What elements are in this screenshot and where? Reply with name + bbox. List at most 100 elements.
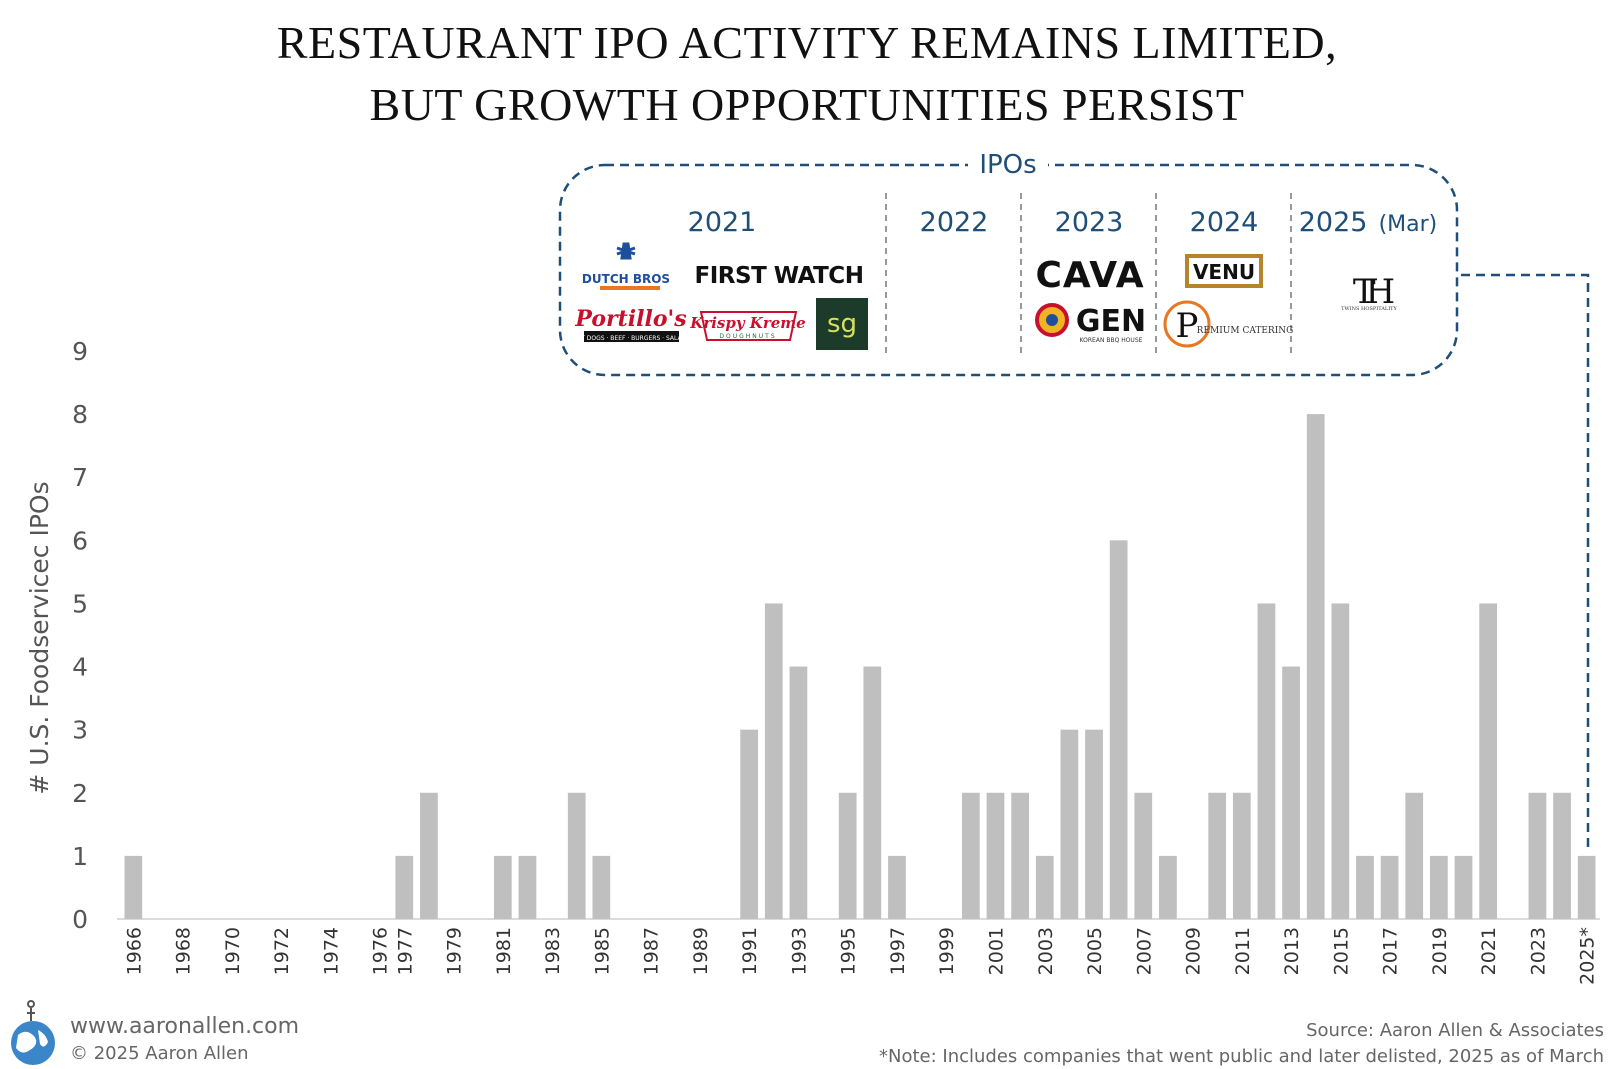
x-tick-label: 2005: [1084, 927, 1106, 975]
x-tick-label: 1979: [444, 927, 466, 975]
sweetgreen-badge: [816, 298, 868, 350]
y-tick-label: 7: [72, 463, 88, 492]
x-tick-label: 1976: [370, 927, 392, 975]
y-tick-label: 4: [72, 653, 88, 682]
x-tick-label: 1981: [493, 927, 515, 975]
bar-1982: [518, 855, 537, 919]
x-tick-label: 1995: [838, 927, 860, 975]
footer-note: *Note: Includes companies that went publ…: [879, 1046, 1604, 1067]
bar-2019: [1430, 855, 1448, 919]
y-tick-label: 9: [72, 337, 88, 366]
bar-1981: [493, 855, 512, 919]
y-axis-ticks: 0 1 2 3 4 5 6 7 8 9: [72, 337, 88, 934]
x-tick-label: 2007: [1133, 927, 1155, 975]
x-tick-label: 1972: [271, 927, 293, 975]
ipo-year-2024: 2024: [1190, 207, 1259, 238]
twins-hospitality-text: TWINS HOSPITALITY: [1341, 306, 1397, 312]
premium-catering-p: P: [1176, 306, 1199, 346]
krispy-kreme-logo-text: Krispy Kreme: [689, 314, 805, 332]
globe-land: [16, 1030, 48, 1053]
x-tick-label: 2009: [1183, 927, 1205, 975]
bar-2006: [1109, 540, 1128, 919]
bar-1993: [789, 666, 808, 919]
venu-logo: VENU: [1185, 254, 1263, 288]
x-tick-label: 2011: [1232, 927, 1254, 975]
sweetgreen-logo: sg: [816, 298, 868, 350]
portillos-banner-text: HOT DOGS · BEEF · BURGERS · SALADS: [572, 335, 690, 342]
portillos-logo: Portillo's HOT DOGS · BEEF · BURGERS · S…: [572, 306, 690, 342]
bar-2001: [986, 792, 1005, 919]
bar-1996: [863, 666, 882, 919]
ipo-year-2023: 2023: [1055, 207, 1124, 238]
premium-catering-text: REMIUM CATERING: [1197, 326, 1294, 336]
venu-logo-text: VENU: [1193, 260, 1255, 284]
bar-2013: [1282, 666, 1300, 919]
dutch-bros-underline: [600, 286, 660, 290]
ipo-year-2022: 2022: [920, 207, 989, 238]
x-tick-label: 2013: [1281, 927, 1303, 975]
bar-2008: [1159, 855, 1177, 919]
x-tick-label: 2001: [985, 927, 1007, 975]
x-tick-label: 1987: [641, 927, 663, 975]
bar-1977: [395, 855, 414, 919]
krispy-kreme-sub-text: DOUGHNUTS: [719, 333, 776, 340]
x-tick-label: 2025*: [1577, 927, 1599, 985]
x-tick-label: 2019: [1429, 927, 1451, 975]
bar-1984: [567, 792, 586, 919]
bar-2003: [1035, 855, 1054, 919]
portillos-banner: [584, 331, 679, 342]
y-tick-label: 8: [72, 400, 88, 429]
bar-2010: [1208, 792, 1227, 919]
first-watch-logo: FIRST WATCH: [695, 263, 864, 289]
x-tick-label: 1966: [123, 927, 145, 975]
x-tick-label: 2003: [1035, 927, 1057, 975]
ipo-year-2025-label: 2025: [1299, 207, 1368, 238]
portillos-logo-text: Portillo's: [574, 306, 686, 332]
y-tick-label: 2: [72, 779, 88, 808]
y-axis-label: # U.S. Foodservicec IPOs: [25, 481, 54, 794]
gen-logo-text: GEN: [1076, 304, 1146, 339]
gen-sub-text: KOREAN BBQ HOUSE: [1080, 337, 1143, 344]
venu-badge: [1185, 254, 1263, 288]
footer-source: Source: Aaron Allen & Associates: [1306, 1020, 1604, 1041]
x-tick-label: 1997: [887, 927, 909, 975]
y-tick-label: 6: [72, 526, 88, 555]
bar-2021: [1479, 603, 1498, 919]
bar-2011: [1232, 792, 1251, 919]
bar-2024: [1553, 792, 1571, 919]
y-tick-label: 3: [72, 716, 88, 745]
dutch-bros-logo-text: DUTCH BROS: [582, 272, 670, 286]
ipo-year-2025: 2025 (Mar): [1299, 207, 1438, 238]
bar-2005: [1085, 729, 1103, 919]
bar-2014: [1306, 414, 1325, 919]
chart-title-line-1: RESTAURANT IPO ACTIVITY REMAINS LIMITED,: [277, 17, 1337, 68]
y-tick-label: 1: [72, 842, 88, 871]
globe-figure: [27, 1000, 36, 1021]
premium-catering-logo: P REMIUM CATERING: [1163, 300, 1294, 348]
sweetgreen-logo-text: sg: [827, 309, 857, 339]
bar-1997: [888, 855, 906, 919]
krispy-kreme-logo: Krispy Kreme DOUGHNUTS: [689, 311, 806, 341]
x-tick-label: 1993: [788, 927, 810, 975]
bar-2012: [1257, 603, 1276, 919]
ipo-box-border: [558, 163, 1459, 377]
x-tick-label: 2023: [1527, 927, 1549, 975]
x-tick-label: 2021: [1478, 927, 1500, 975]
ipo-box-label: IPOs: [979, 150, 1036, 180]
bar-2025: [1577, 855, 1596, 919]
y-tick-label: 0: [72, 905, 88, 934]
y-tick-label: 5: [72, 589, 88, 618]
bar-2023: [1528, 792, 1547, 919]
bar-1985: [592, 855, 611, 919]
bar-2002: [1011, 792, 1029, 919]
x-tick-label: 1999: [936, 927, 958, 975]
ipo-callout-box: IPOs 2021 2022 2023 2024 2025 (Mar) DUTC…: [558, 150, 1459, 377]
ipo-year-2025-note: (Mar): [1379, 212, 1438, 237]
ipo-box-label-bg: [968, 150, 1048, 180]
bar-2020: [1454, 855, 1473, 919]
footer-copyright: © 2025 Aaron Allen: [70, 1043, 249, 1064]
x-tick-label: 2017: [1380, 927, 1402, 975]
bars-group: [124, 414, 1596, 919]
ipo-year-2021: 2021: [688, 207, 757, 238]
x-tick-label: 1991: [739, 927, 761, 975]
